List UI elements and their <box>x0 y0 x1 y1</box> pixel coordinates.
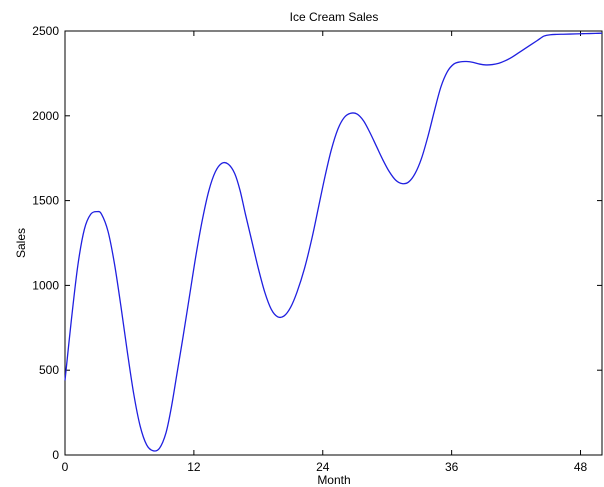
chart-title: Ice Cream Sales <box>290 10 379 24</box>
x-tick-label: 0 <box>62 460 69 474</box>
y-tick-label: 1000 <box>32 278 59 292</box>
y-tick-label: 1500 <box>32 194 59 208</box>
y-axis-title: Sales <box>14 228 28 258</box>
x-tick-label: 24 <box>316 460 330 474</box>
x-tick-label: 48 <box>574 460 588 474</box>
y-tick-label: 2500 <box>32 24 59 38</box>
y-tick-label: 2000 <box>32 109 59 123</box>
plot-area <box>64 30 603 456</box>
plot-border <box>64 30 603 456</box>
y-tick-label: 500 <box>39 363 59 377</box>
y-axis-ticks: 0 500 1000 1500 2000 2500 <box>32 24 602 462</box>
x-tick-label: 12 <box>187 460 201 474</box>
x-tick-label: 36 <box>445 460 459 474</box>
x-axis-title: Month <box>317 473 350 487</box>
y-tick-label: 0 <box>52 448 59 462</box>
sales-series-line <box>64 32 603 452</box>
x-axis-ticks: 0 12 24 36 48 <box>62 31 588 474</box>
